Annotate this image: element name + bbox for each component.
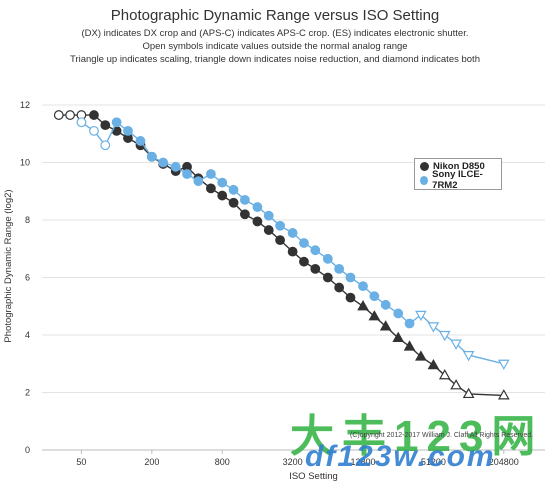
- data-point-nikon: [65, 110, 76, 120]
- copyright-text: (C)opyright 2012-2017 William J. Claff A…: [350, 432, 534, 439]
- data-point-sony: [205, 169, 216, 179]
- data-point-sony: [427, 322, 440, 333]
- legend-entry-nikon: Nikon D850: [415, 159, 501, 173]
- data-point-sony: [275, 220, 285, 231]
- data-point-nikon: [53, 110, 64, 120]
- data-point-nikon: [239, 209, 250, 220]
- data-point-nikon: [100, 120, 111, 131]
- data-point-nikon: [205, 183, 216, 194]
- chart-subtitle-2: Open symbols indicate values outside the…: [142, 41, 408, 52]
- x-tick-label: 51200: [421, 457, 446, 467]
- data-point-sony: [334, 263, 345, 274]
- data-point-nikon: [497, 389, 510, 400]
- data-point-sony: [450, 339, 462, 350]
- y-tick-label: 6: [25, 273, 30, 283]
- data-point-sony: [497, 359, 510, 370]
- data-point-sony: [123, 125, 133, 136]
- y-tick-label: 12: [20, 100, 30, 110]
- chart-subtitle-3: Triangle up indicates scaling, triangle …: [70, 54, 480, 65]
- data-point-nikon: [345, 292, 356, 303]
- data-point-sony: [146, 151, 157, 162]
- legend-swatch-nikon: [420, 161, 429, 171]
- legend-label-nikon: Nikon D850: [433, 160, 485, 172]
- data-point-nikon: [379, 320, 392, 331]
- x-tick-label: 50: [76, 457, 86, 467]
- data-point-nikon: [287, 246, 298, 257]
- data-point-nikon: [299, 256, 309, 267]
- y-axis-label: Photographic Dynamic Range (log2): [3, 189, 14, 342]
- data-point-nikon: [275, 235, 285, 246]
- data-point-nikon: [427, 358, 440, 370]
- data-point-sony: [263, 210, 274, 221]
- x-tick-label: 204800: [489, 457, 519, 467]
- data-point-sony: [89, 125, 99, 136]
- data-point-nikon: [228, 197, 239, 208]
- data-point-nikon: [263, 225, 274, 235]
- data-point-nikon: [217, 190, 228, 201]
- data-point-sony: [76, 117, 87, 128]
- legend-label-sony: Sony ILCE-7RM2: [432, 169, 483, 191]
- data-point-sony: [462, 351, 475, 362]
- data-point-nikon: [368, 310, 381, 321]
- legend-entry-sony: Sony ILCE-7RM2: [415, 169, 501, 191]
- x-axis-label: ISO Setting: [289, 471, 338, 482]
- data-point-nikon: [334, 282, 345, 293]
- y-tick-label: 2: [25, 388, 30, 398]
- data-point-sony: [358, 281, 368, 292]
- data-point-sony: [287, 228, 298, 238]
- data-point-nikon: [462, 387, 475, 399]
- data-point-sony: [228, 184, 239, 195]
- data-point-nikon: [415, 350, 427, 361]
- x-tick-label: 800: [215, 457, 230, 467]
- data-point-sony: [415, 310, 427, 322]
- data-point-sony: [393, 308, 404, 319]
- x-tick-label: 200: [144, 457, 159, 467]
- y-tick-label: 8: [25, 215, 30, 225]
- x-tick-label: 3200: [283, 457, 303, 467]
- data-point-nikon: [450, 379, 462, 390]
- data-point-nikon: [322, 272, 333, 283]
- data-point-nikon: [392, 331, 405, 342]
- data-point-sony: [100, 140, 111, 151]
- watermark-text: 大丰123网: [290, 412, 544, 461]
- data-point-sony: [217, 177, 228, 188]
- y-tick-label: 4: [25, 330, 30, 340]
- chart-subtitle-1: (DX) indicates DX crop and (APS-C) indic…: [81, 28, 469, 39]
- data-point-nikon: [310, 263, 321, 274]
- data-point-sony: [310, 245, 321, 256]
- chart-title: Photographic Dynamic Range versus ISO Se…: [110, 7, 440, 24]
- data-point-sony: [182, 169, 192, 179]
- watermark-url: df123w.com: [305, 440, 496, 473]
- data-point-sony: [404, 318, 415, 329]
- data-point-sony: [170, 161, 181, 172]
- data-point-nikon: [89, 110, 99, 120]
- data-point-sony: [299, 238, 309, 248]
- data-point-nikon: [403, 340, 416, 351]
- legend-swatch-sony: [420, 175, 429, 185]
- data-point-sony: [252, 202, 263, 212]
- data-point-sony: [438, 330, 451, 342]
- data-point-sony: [322, 253, 333, 264]
- data-point-sony: [239, 194, 250, 205]
- data-point-sony: [380, 299, 391, 310]
- data-point-nikon: [438, 369, 451, 380]
- data-point-sony: [369, 291, 380, 302]
- y-tick-label: 0: [25, 445, 30, 455]
- x-tick-label: 12800: [351, 457, 376, 467]
- data-point-sony: [135, 136, 146, 146]
- data-point-nikon: [252, 216, 263, 227]
- data-point-nikon: [357, 300, 369, 311]
- chart-legend: Nikon D850 Sony ILCE-7RM2: [414, 158, 502, 191]
- data-point-sony: [111, 117, 122, 128]
- y-tick-label: 10: [20, 158, 30, 168]
- data-point-sony: [345, 272, 356, 283]
- data-point-sony: [158, 157, 169, 168]
- data-point-sony: [193, 176, 204, 187]
